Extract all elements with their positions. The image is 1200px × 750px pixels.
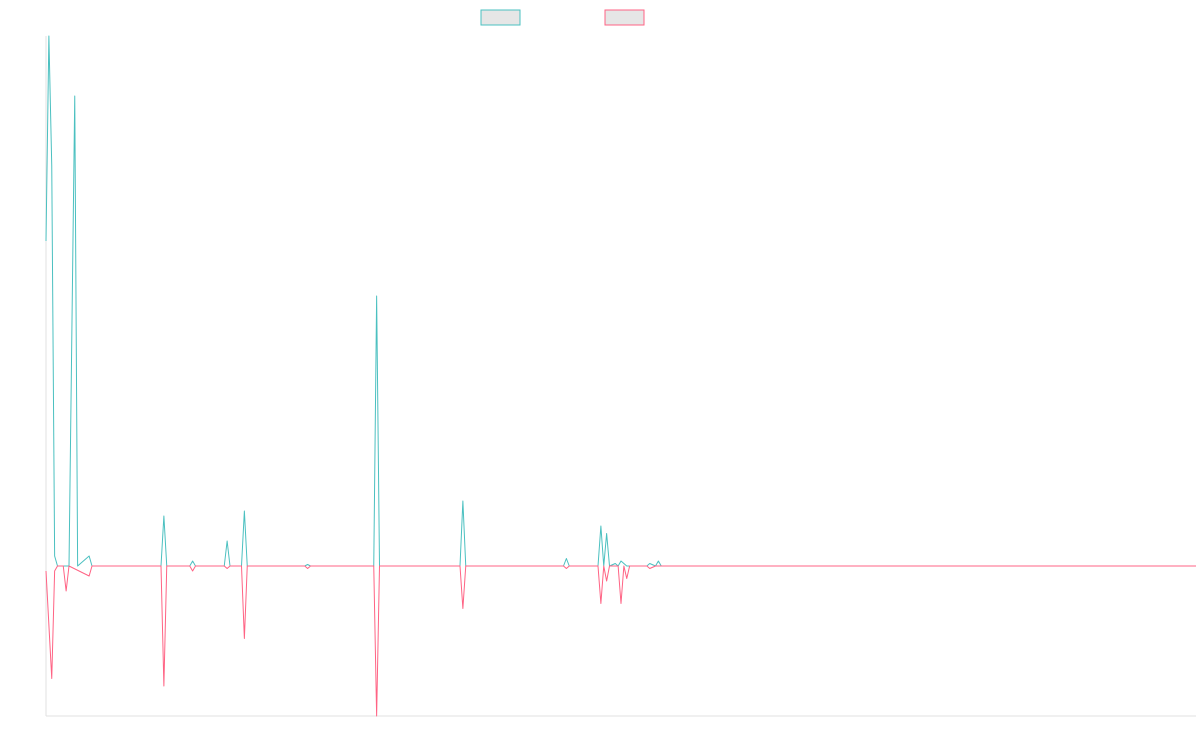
legend-swatch-1[interactable] — [480, 9, 521, 26]
series-layer — [45, 35, 1196, 717]
series-1-line — [45, 35, 1196, 567]
legend-item-2[interactable] — [604, 9, 645, 26]
axes — [45, 36, 1196, 717]
series-2-line — [45, 565, 1196, 717]
legend — [480, 9, 645, 26]
legend-swatch-2[interactable] — [604, 9, 645, 26]
legend-item-1[interactable] — [480, 9, 521, 26]
